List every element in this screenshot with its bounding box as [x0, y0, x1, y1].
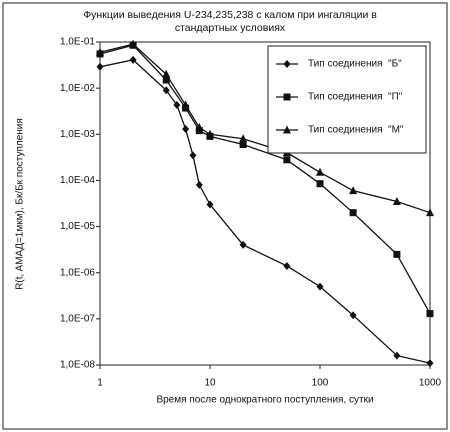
series-line — [99, 59, 431, 364]
y-axis-label: R(t, AMAД=1мкм), Бк/Бк поступления — [15, 118, 26, 290]
marker — [316, 282, 324, 291]
marker — [189, 151, 197, 160]
y-tick-label: 1,0E-04 — [60, 175, 95, 186]
y-tick-label: 1,0E-05 — [60, 221, 95, 232]
y-tick-label: 1,0E-06 — [60, 267, 95, 278]
marker — [162, 76, 170, 84]
marker — [129, 39, 138, 48]
marker — [283, 261, 291, 270]
marker — [392, 196, 401, 205]
marker — [96, 62, 104, 71]
marker — [393, 250, 401, 258]
x-tick-label: 100 — [312, 378, 329, 389]
marker — [349, 311, 357, 320]
series-line — [99, 44, 431, 314]
x-tick-label: 10 — [204, 378, 216, 389]
y-tick-label: 1,0E-01 — [60, 37, 95, 48]
marker — [426, 208, 434, 217]
marker — [239, 134, 248, 143]
legend-label: Тип соединения "М" — [308, 125, 404, 136]
legend-label: Тип соединения "П" — [308, 92, 403, 103]
marker — [239, 240, 247, 249]
marker — [129, 55, 137, 64]
marker — [162, 69, 171, 78]
marker — [283, 60, 291, 68]
marker — [349, 186, 358, 195]
chart-title: Функции выведения U-234,235,238 с калом … — [83, 9, 377, 34]
marker — [316, 180, 324, 188]
marker — [283, 125, 291, 134]
marker — [426, 359, 434, 368]
marker — [349, 209, 357, 217]
series-line — [99, 43, 431, 214]
marker — [182, 125, 190, 134]
y-tick-label: 1,0E-07 — [60, 313, 95, 324]
marker — [393, 351, 401, 360]
marker — [206, 200, 214, 209]
x-tick-label: 1000 — [419, 378, 442, 389]
y-tick-label: 1,0E-08 — [60, 360, 95, 371]
marker — [195, 123, 204, 132]
x-tick-label: 1 — [97, 378, 103, 389]
marker — [173, 101, 181, 110]
y-tick-label: 1,0E-02 — [60, 83, 95, 94]
marker — [239, 141, 247, 149]
marker — [195, 180, 203, 189]
marker — [96, 47, 104, 56]
x-axis-label: Время после однократного поступления, су… — [156, 395, 373, 406]
marker — [283, 156, 291, 164]
marker — [181, 100, 190, 109]
plot-area — [99, 41, 431, 366]
marker — [206, 129, 214, 138]
marker — [316, 167, 324, 176]
marker — [283, 93, 291, 101]
legend-label: Тип соединения "Б" — [308, 59, 402, 70]
marker — [426, 310, 434, 318]
y-tick-label: 1,0E-03 — [60, 129, 95, 140]
marker — [162, 86, 170, 95]
